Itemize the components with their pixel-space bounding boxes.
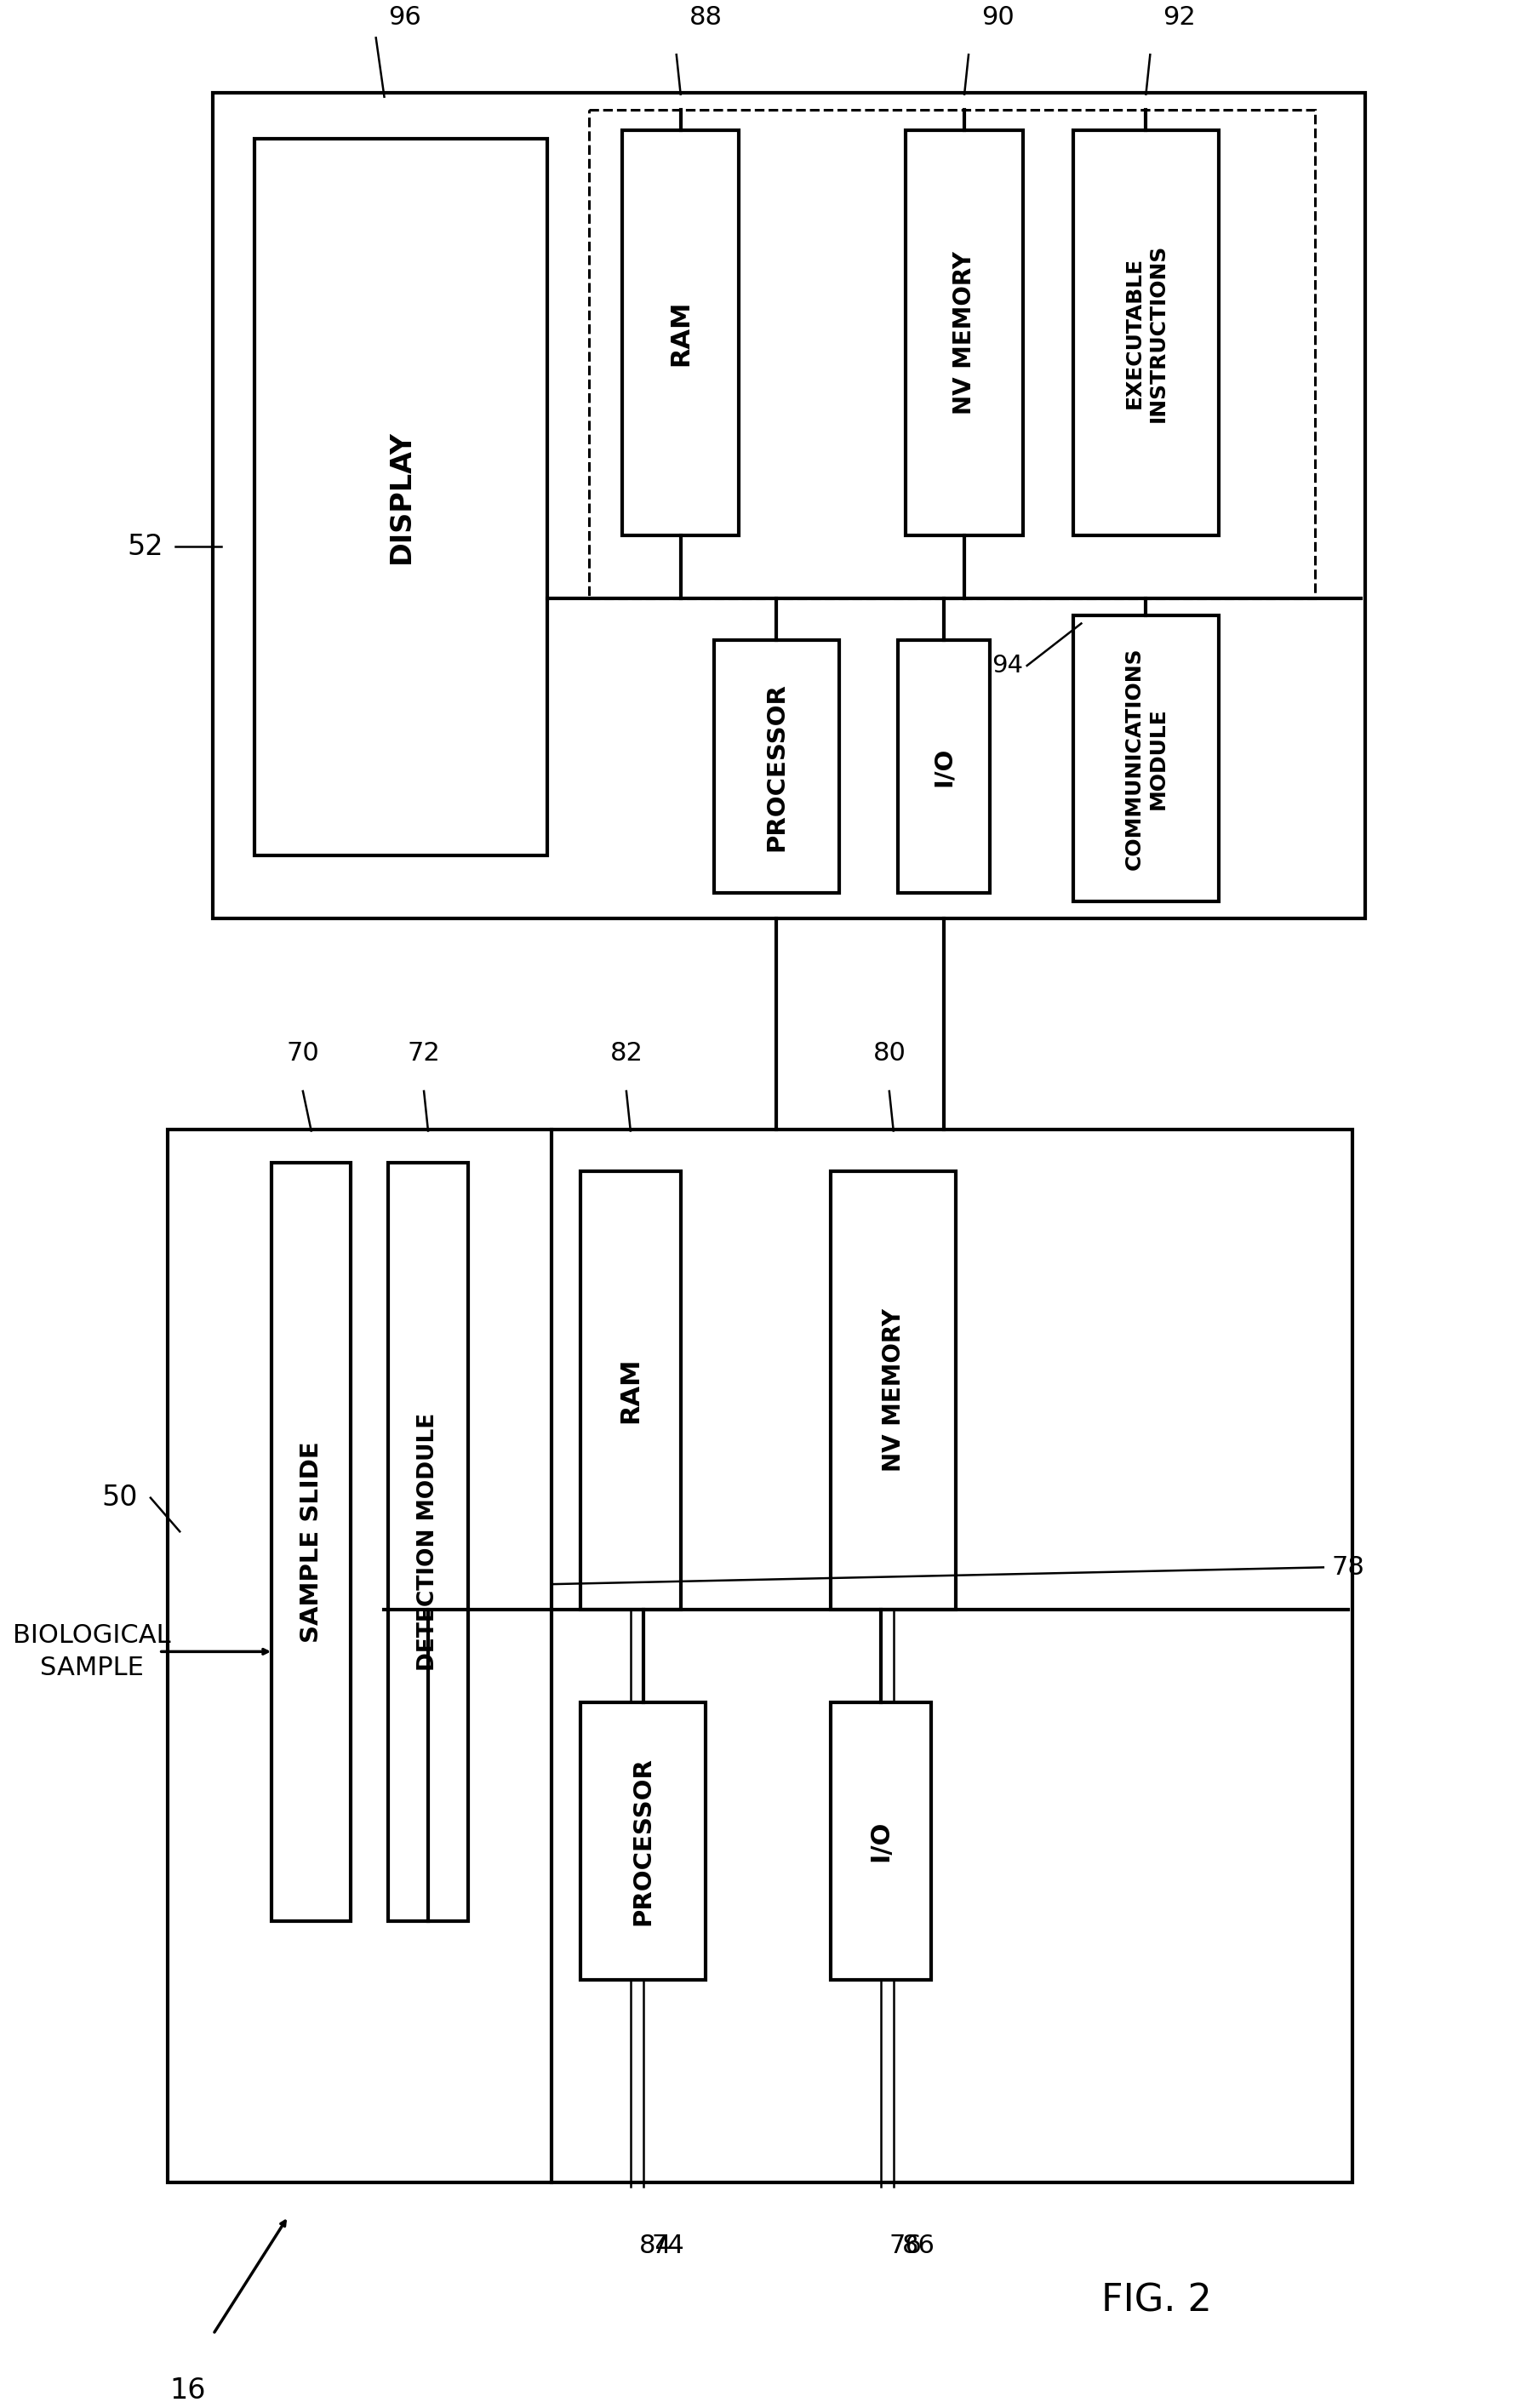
Text: 16: 16: [170, 2377, 207, 2406]
Text: DISPLAY: DISPLAY: [388, 431, 415, 563]
Bar: [830, 1170, 956, 1609]
Text: 86: 86: [902, 2232, 935, 2259]
Bar: [389, 1163, 467, 1922]
Text: 90: 90: [980, 5, 1014, 29]
Text: 94: 94: [991, 653, 1023, 677]
Text: PROCESSOR: PROCESSOR: [764, 681, 789, 850]
Bar: [898, 641, 990, 893]
Text: 96: 96: [389, 5, 421, 29]
Text: 70: 70: [286, 1040, 319, 1067]
Bar: [714, 641, 840, 893]
Text: BIOLOGICAL
SAMPLE: BIOLOGICAL SAMPLE: [14, 1623, 172, 1681]
Text: PROCESSOR: PROCESSOR: [631, 1758, 656, 1926]
Text: NV MEMORY: NV MEMORY: [953, 250, 976, 414]
Text: 50: 50: [101, 1483, 138, 1512]
Text: 80: 80: [873, 1040, 905, 1067]
Text: RAM: RAM: [668, 299, 692, 366]
Text: 72: 72: [408, 1040, 440, 1067]
Bar: [254, 140, 547, 855]
Bar: [167, 1129, 1353, 2182]
Text: NV MEMORY: NV MEMORY: [881, 1308, 905, 1471]
Bar: [213, 92, 1365, 917]
Bar: [1072, 130, 1219, 535]
Text: 74: 74: [651, 2232, 685, 2259]
Text: I/O: I/O: [869, 1820, 893, 1861]
Text: 82: 82: [610, 1040, 643, 1067]
Text: 88: 88: [689, 5, 722, 29]
Text: FIG. 2: FIG. 2: [1102, 2283, 1212, 2319]
Text: DETECTION MODULE: DETECTION MODULE: [417, 1413, 440, 1671]
Bar: [1072, 614, 1219, 901]
Text: 52: 52: [127, 532, 162, 561]
Text: 92: 92: [1163, 5, 1195, 29]
Bar: [830, 1702, 931, 1979]
Bar: [581, 1702, 706, 1979]
Bar: [905, 130, 1023, 535]
Text: RAM: RAM: [619, 1358, 643, 1423]
Bar: [271, 1163, 351, 1922]
Bar: [588, 108, 1314, 597]
Text: COMMUNICATIONS
MODULE: COMMUNICATIONS MODULE: [1124, 648, 1167, 869]
Bar: [622, 130, 738, 535]
Text: EXECUTABLE
INSTRUCTIONS: EXECUTABLE INSTRUCTIONS: [1124, 243, 1167, 421]
Text: 84: 84: [639, 2232, 673, 2259]
Text: SAMPLE SLIDE: SAMPLE SLIDE: [299, 1442, 323, 1642]
Text: I/O: I/O: [931, 746, 956, 787]
Text: 78: 78: [1331, 1556, 1365, 1580]
Bar: [581, 1170, 680, 1609]
Text: 76: 76: [889, 2232, 922, 2259]
